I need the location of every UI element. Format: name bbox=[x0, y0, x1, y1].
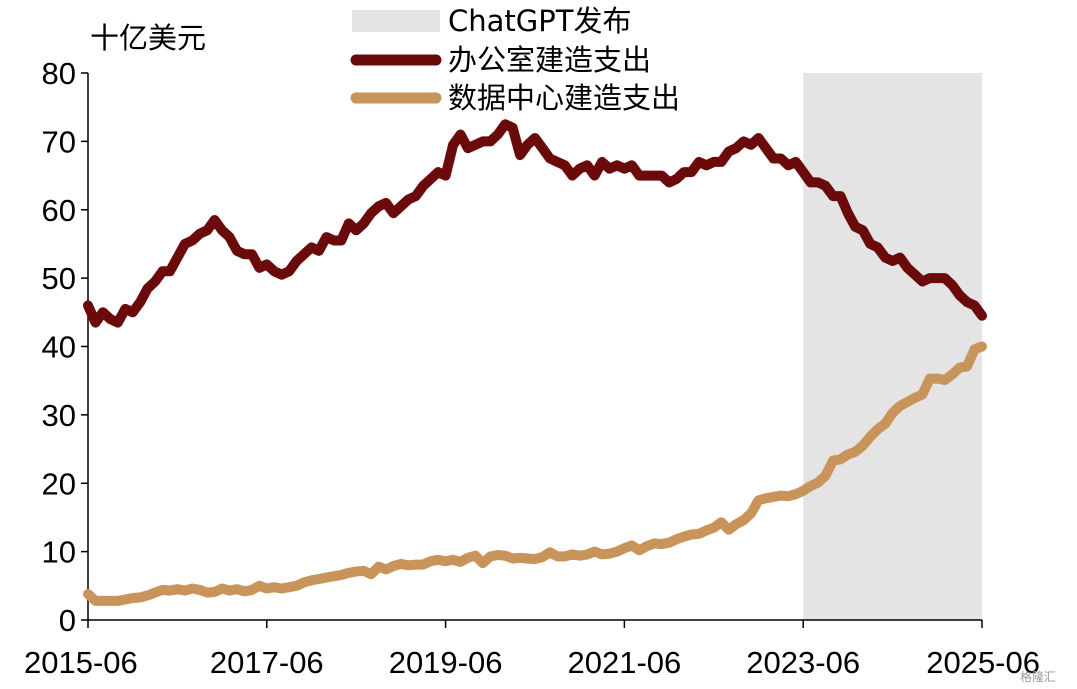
series-group bbox=[83, 119, 987, 606]
legend-label-office: 办公室建造支出 bbox=[448, 43, 651, 77]
y-axis-ticks: 0 10 20 30 40 50 60 70 80 bbox=[42, 56, 88, 638]
series-line-1 bbox=[83, 341, 987, 606]
x-tick-label-2023-06: 2023-06 bbox=[746, 645, 860, 680]
x-tick-label-2021-06: 2021-06 bbox=[568, 645, 682, 680]
x-tick-label-2015-06: 2015-06 bbox=[24, 645, 138, 680]
y-tick-label-10: 10 bbox=[42, 535, 76, 570]
watermark-text: 格隆汇 bbox=[1020, 669, 1056, 684]
legend: ChatGPT发布 办公室建造支出 数据中心建造支出 bbox=[350, 4, 680, 115]
x-tick-label-2025-06: 2025-06 bbox=[926, 645, 1040, 680]
x-axis-ticks: 2015-06 2017-06 2019-06 2021-06 2023-06 2025-… bbox=[24, 620, 1040, 680]
y-tick-label-30: 30 bbox=[42, 398, 76, 433]
legend-swatch-shaded-region bbox=[352, 10, 440, 32]
y-tick-label-0: 0 bbox=[59, 603, 76, 638]
legend-label-shaded-region: ChatGPT发布 bbox=[448, 4, 631, 38]
y-unit-label: 十亿美元 bbox=[90, 21, 206, 55]
y-tick-label-80: 80 bbox=[42, 56, 76, 91]
y-tick-label-40: 40 bbox=[42, 330, 76, 365]
y-tick-label-50: 50 bbox=[42, 261, 76, 296]
y-tick-label-70: 70 bbox=[42, 124, 76, 159]
x-tick-label-2019-06: 2019-06 bbox=[389, 645, 503, 680]
y-tick-label-20: 20 bbox=[42, 466, 76, 501]
series-line-0 bbox=[83, 119, 987, 328]
x-tick-label-2017-06: 2017-06 bbox=[210, 645, 324, 680]
legend-label-datacenter: 数据中心建造支出 bbox=[448, 81, 680, 115]
chatgpt-release-shaded-region bbox=[803, 73, 982, 620]
y-tick-label-60: 60 bbox=[42, 193, 76, 228]
